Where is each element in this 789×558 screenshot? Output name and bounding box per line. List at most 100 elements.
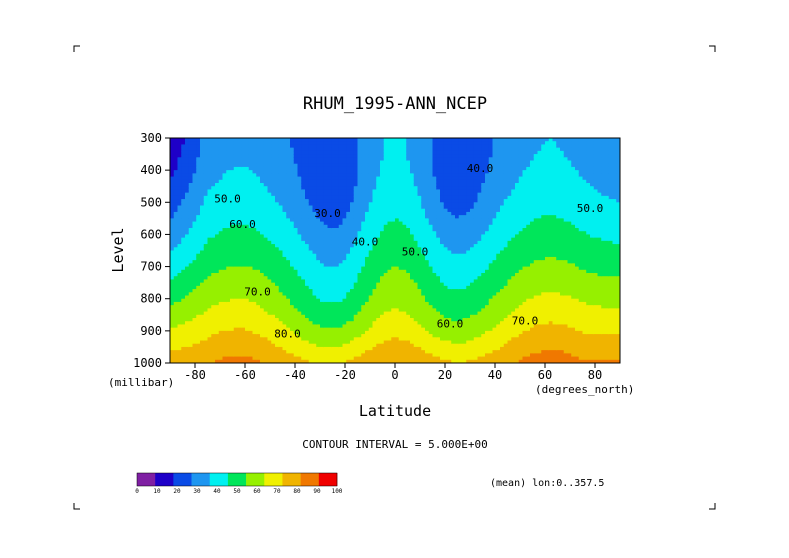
field-cell xyxy=(218,147,224,152)
field-cell xyxy=(346,189,351,194)
field-cell xyxy=(271,356,276,361)
field-cell xyxy=(245,170,250,174)
field-cell xyxy=(237,298,242,303)
field-cell xyxy=(413,298,419,303)
field-cell xyxy=(233,208,239,213)
field-cell xyxy=(230,250,235,255)
field-cell xyxy=(346,141,351,146)
field-cell xyxy=(282,276,287,281)
field-cell xyxy=(278,353,284,358)
field-cell xyxy=(357,211,362,216)
field-cell xyxy=(372,138,377,142)
field-cell xyxy=(185,224,190,229)
field-cell xyxy=(170,228,175,232)
field-cell xyxy=(297,237,302,242)
field-cell xyxy=(376,244,381,248)
field-cell xyxy=(391,318,396,322)
field-cell xyxy=(406,234,411,239)
field-cell xyxy=(335,215,340,219)
field-cell xyxy=(278,273,284,277)
field-cell xyxy=(361,186,366,191)
field-cell xyxy=(316,195,321,200)
field-cell xyxy=(245,356,250,361)
field-cell xyxy=(383,163,389,168)
field-cell xyxy=(192,340,197,345)
field-cell xyxy=(402,218,407,223)
field-cell xyxy=(282,314,287,319)
field-cell xyxy=(417,228,422,232)
field-cell xyxy=(275,359,280,363)
field-cell xyxy=(331,327,336,332)
field-cell xyxy=(173,173,179,178)
field-cell xyxy=(428,208,434,213)
field-cell xyxy=(346,244,351,248)
field-cell xyxy=(357,330,362,335)
field-cell xyxy=(170,359,175,363)
field-cell xyxy=(365,237,370,242)
field-cell xyxy=(237,340,242,345)
field-cell xyxy=(248,141,254,146)
field-cell xyxy=(398,141,404,146)
field-cell xyxy=(335,228,340,232)
field-cell xyxy=(290,343,295,348)
field-cell xyxy=(432,343,437,348)
field-cell xyxy=(312,195,317,200)
field-cell xyxy=(402,176,407,181)
field-cell xyxy=(365,256,370,261)
field-cell xyxy=(316,231,321,236)
field-cell xyxy=(185,163,190,168)
field-cell xyxy=(203,166,209,171)
field-cell xyxy=(226,318,231,322)
field-cell xyxy=(218,154,224,158)
field-cell xyxy=(245,318,250,322)
field-cell xyxy=(372,244,377,248)
field-cell xyxy=(380,305,385,309)
field-cell xyxy=(331,314,336,319)
field-cell xyxy=(241,327,246,332)
field-cell xyxy=(200,334,205,338)
field-cell xyxy=(226,202,231,207)
field-cell xyxy=(241,285,246,290)
field-cell xyxy=(312,199,317,203)
field-cell xyxy=(211,340,216,345)
field-cell xyxy=(335,244,340,248)
field-cell xyxy=(282,211,287,216)
field-cell xyxy=(342,199,347,203)
field-cell xyxy=(170,170,175,174)
field-cell xyxy=(380,150,385,155)
field-cell xyxy=(282,359,287,363)
field-cell xyxy=(383,279,389,284)
field-cell xyxy=(361,343,366,348)
field-cell xyxy=(267,228,272,232)
field-cell xyxy=(203,253,209,258)
field-cell xyxy=(380,282,385,287)
field-cell xyxy=(252,138,257,142)
field-cell xyxy=(395,253,400,258)
field-cell xyxy=(188,260,194,264)
field-cell xyxy=(200,356,205,361)
field-cell xyxy=(226,240,231,245)
field-cell xyxy=(305,276,310,281)
field-cell xyxy=(207,263,212,268)
field-cell xyxy=(245,337,250,342)
field-cell xyxy=(177,176,182,181)
field-cell xyxy=(436,147,441,152)
field-cell xyxy=(308,282,314,287)
field-cell xyxy=(353,170,359,174)
field-cell xyxy=(320,157,325,162)
field-cell xyxy=(245,228,250,232)
field-cell xyxy=(192,353,197,358)
field-cell xyxy=(380,195,385,200)
field-cell xyxy=(211,346,216,351)
field-cell xyxy=(323,192,329,197)
field-cell xyxy=(428,263,434,268)
field-cell xyxy=(410,263,415,268)
field-cell xyxy=(327,192,332,197)
field-cell xyxy=(237,231,242,236)
field-cell xyxy=(398,195,404,200)
field-cell xyxy=(211,266,216,271)
field-cell xyxy=(361,266,366,271)
field-cell xyxy=(335,247,340,252)
field-cell xyxy=(353,224,359,229)
field-cell xyxy=(263,166,269,171)
